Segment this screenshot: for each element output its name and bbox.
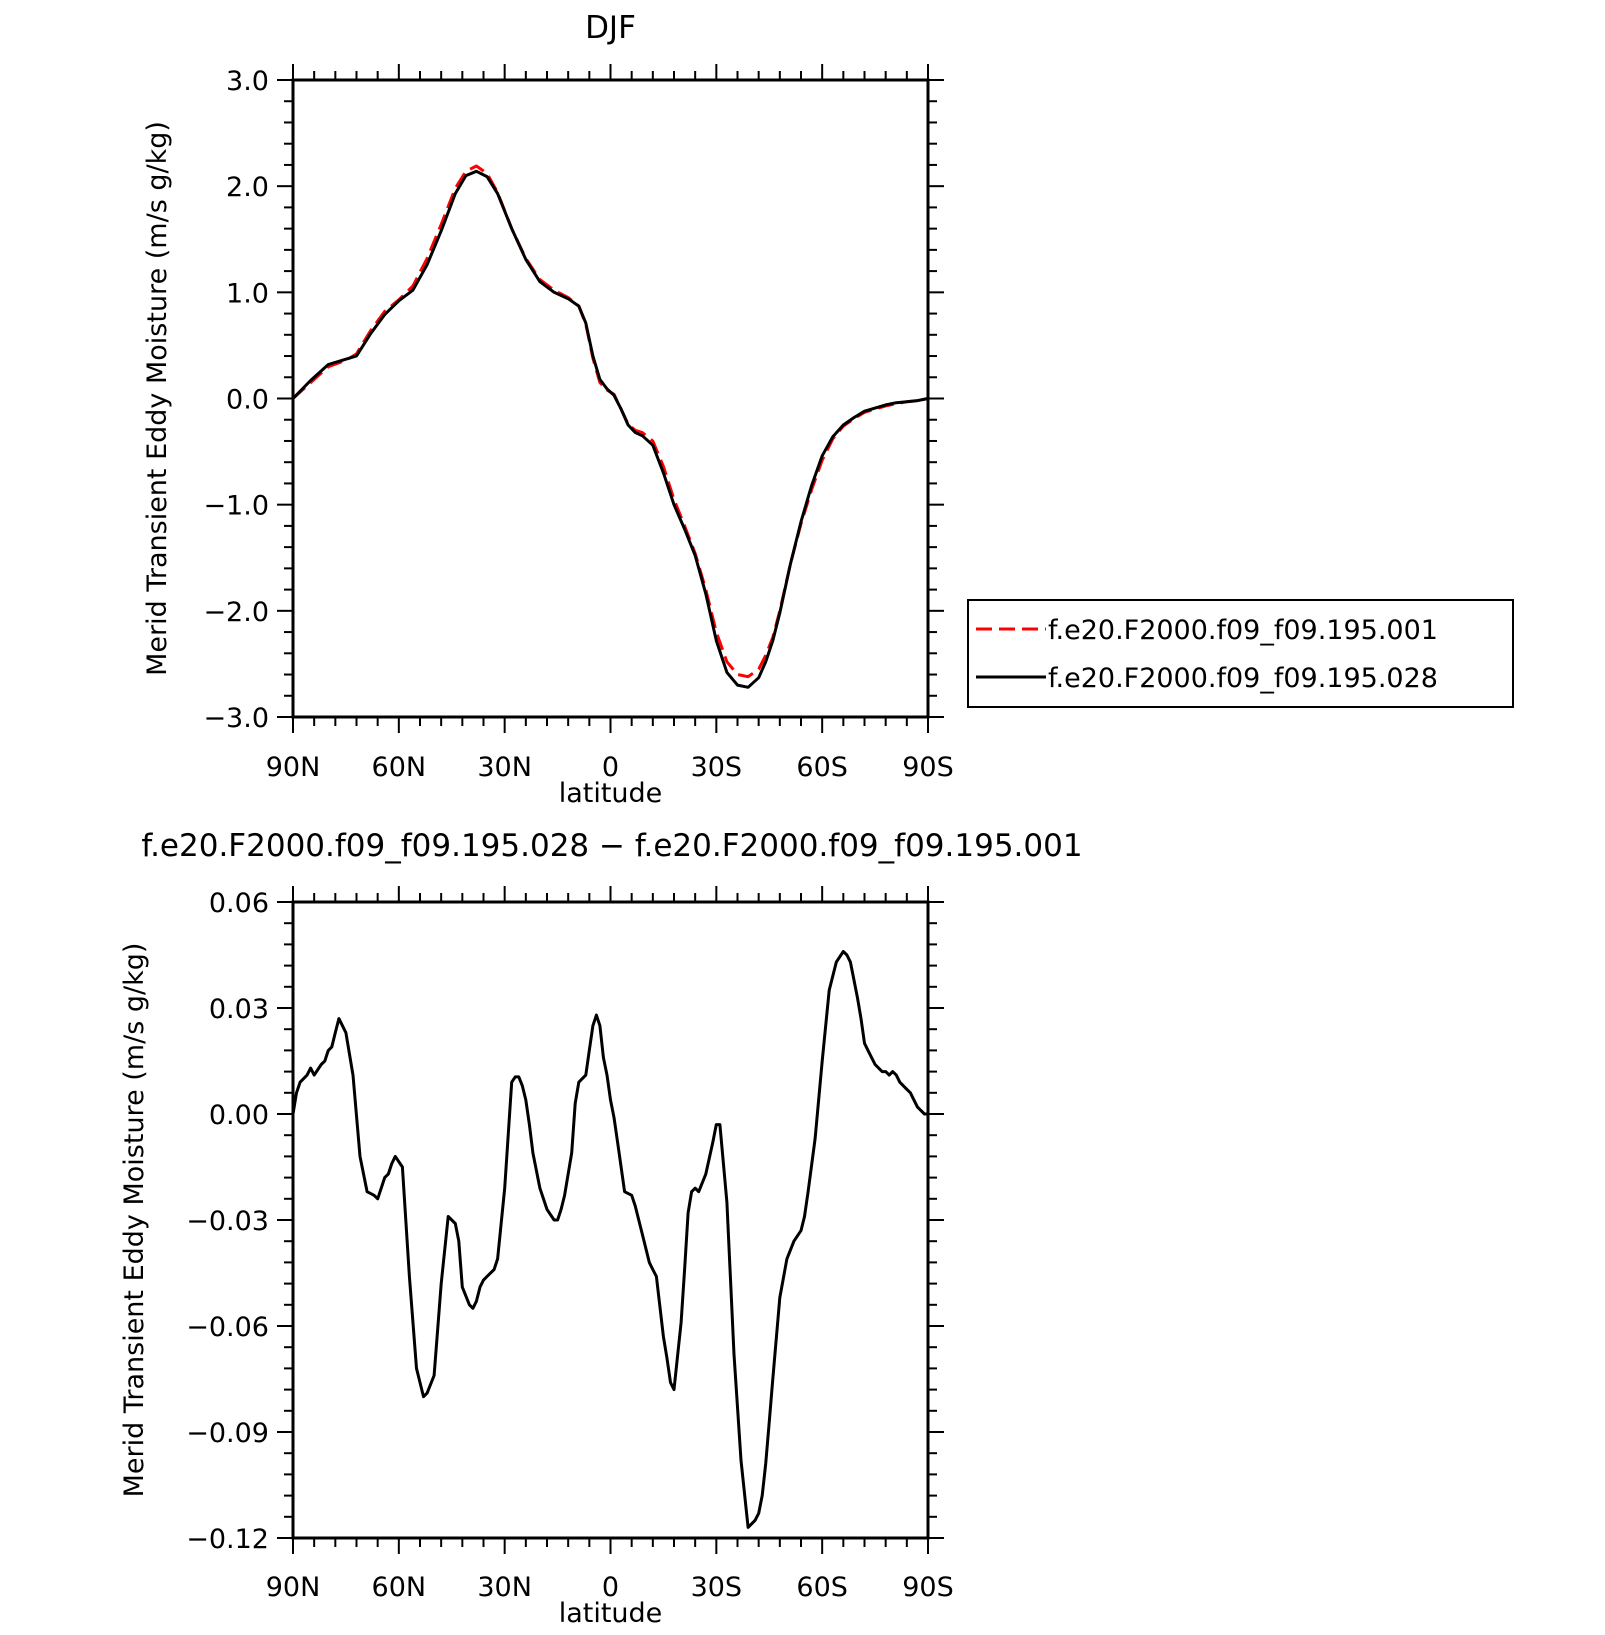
legend: f.e20.F2000.f09_f09.195.001 f.e20.F2000.f… bbox=[967, 599, 1514, 708]
y-tick-label: −1.0 bbox=[203, 491, 269, 522]
x-tick-label: 60S bbox=[796, 752, 848, 783]
plot-frame bbox=[291, 78, 930, 719]
plot-frame bbox=[291, 900, 930, 1540]
x-tick-label: 90S bbox=[902, 1572, 954, 1603]
x-axis-label: latitude bbox=[559, 778, 663, 809]
x-axis-label: latitude bbox=[559, 1598, 663, 1629]
x-tick-label: 90N bbox=[266, 1572, 321, 1603]
x-tick-label: 90N bbox=[266, 752, 321, 783]
y-tick-label: 0.06 bbox=[209, 888, 269, 919]
x-tick-label: 0 bbox=[602, 752, 619, 783]
x-tick-label: 60N bbox=[372, 1572, 427, 1603]
chart-panel-2: f.e20.F2000.f09_f09.195.028 − f.e20.F200… bbox=[119, 828, 1083, 1629]
legend-label-2: f.e20.F2000.f09_f09.195.028 bbox=[1048, 663, 1438, 694]
y-tick-label: −0.09 bbox=[186, 1418, 269, 1449]
legend-box bbox=[967, 599, 1514, 708]
x-tick-label: 0 bbox=[602, 1572, 619, 1603]
x-tick-label: 60S bbox=[796, 1572, 848, 1603]
series-line-2 bbox=[291, 169, 929, 689]
y-tick-label: −0.03 bbox=[186, 1206, 269, 1237]
x-tick-label: 30N bbox=[477, 1572, 532, 1603]
y-axis-label: Merid Transient Eddy Moisture (m/s g/kg) bbox=[119, 943, 150, 1498]
y-tick-label: 0.00 bbox=[209, 1100, 269, 1131]
series-line-1 bbox=[291, 950, 928, 1529]
y-tick-label: 0.03 bbox=[209, 994, 269, 1025]
y-tick-label: −3.0 bbox=[203, 703, 269, 734]
x-tick-label: 60N bbox=[372, 752, 427, 783]
series-group bbox=[291, 164, 929, 689]
x-tick-label: 30N bbox=[477, 752, 532, 783]
series-line-1 bbox=[291, 164, 929, 679]
y-tick-label: 1.0 bbox=[226, 278, 269, 309]
y-tick-label: −2.0 bbox=[203, 597, 269, 628]
y-tick-label: −0.06 bbox=[186, 1312, 269, 1343]
chart-panel-1: DJF 90N 60N 30N 0 30S 60S 90S −3.0 −2.0 −1.0 0.0 1.0… bbox=[142, 10, 1514, 809]
y-tick-label: 0.0 bbox=[226, 385, 269, 416]
legend-label-1: f.e20.F2000.f09_f09.195.001 bbox=[1048, 615, 1438, 646]
y-tick-label: 3.0 bbox=[226, 66, 269, 97]
y-tick-label: 2.0 bbox=[226, 172, 269, 203]
x-tick-label: 30S bbox=[691, 752, 743, 783]
chart-title: f.e20.F2000.f09_f09.195.028 − f.e20.F200… bbox=[141, 828, 1082, 864]
y-tick-label: −0.12 bbox=[186, 1524, 269, 1555]
series-group bbox=[291, 950, 928, 1529]
y-axis-label: Merid Transient Eddy Moisture (m/s g/kg) bbox=[142, 121, 173, 676]
x-tick-label: 90S bbox=[902, 752, 954, 783]
chart-title: DJF bbox=[585, 10, 636, 46]
x-tick-label: 30S bbox=[691, 1572, 743, 1603]
